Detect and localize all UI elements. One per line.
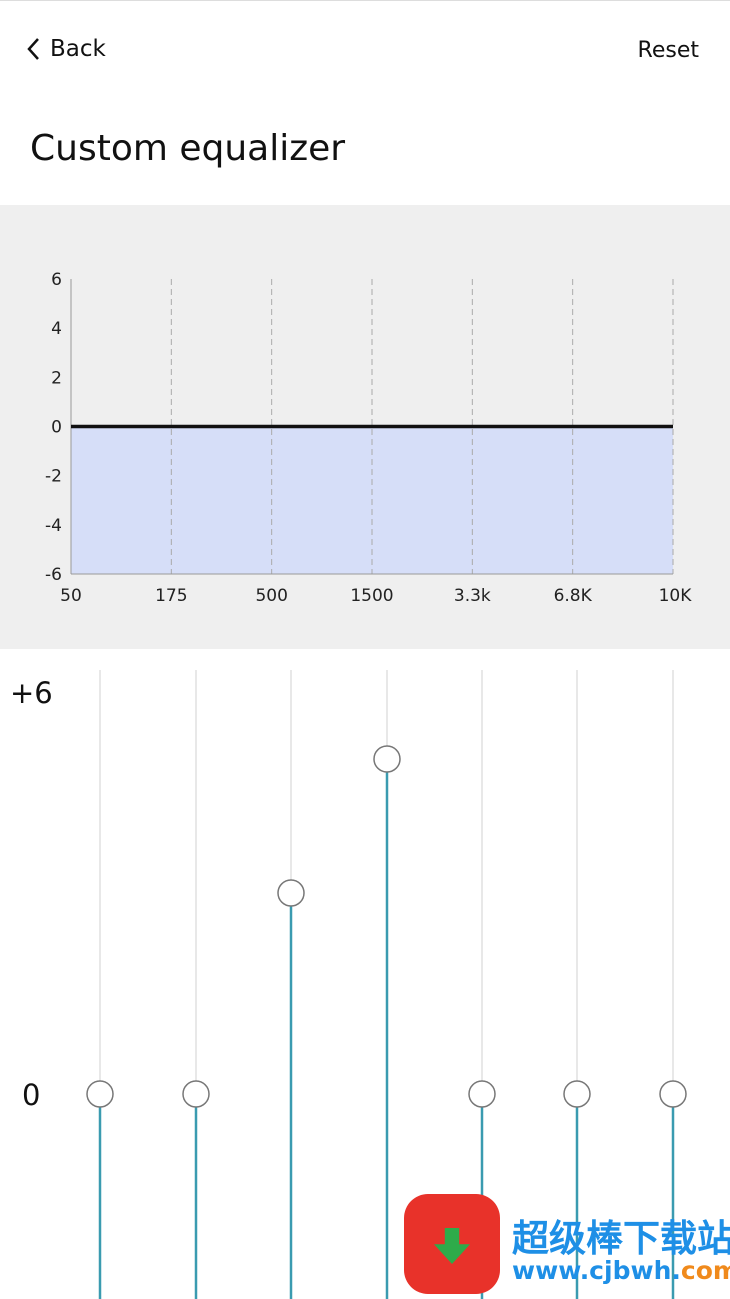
back-button[interactable]: Back — [26, 36, 106, 62]
max-label: +6 — [10, 676, 53, 710]
x-tick-label: 175 — [155, 586, 187, 606]
slider-handle[interactable] — [659, 1080, 687, 1108]
x-tick-label: 3.3k — [454, 586, 491, 606]
top-divider — [0, 0, 730, 1]
y-tick-label: 2 — [51, 368, 62, 388]
slider-handle[interactable] — [468, 1080, 496, 1108]
y-tick-label: 6 — [51, 270, 62, 290]
back-label: Back — [50, 36, 106, 62]
y-tick-label: -4 — [45, 516, 62, 536]
y-tick-label: -2 — [45, 467, 62, 487]
slider-handle[interactable] — [277, 879, 305, 907]
x-tick-label: 50 — [60, 586, 82, 606]
slider-handle[interactable] — [563, 1080, 591, 1108]
slider-handle[interactable] — [182, 1080, 210, 1108]
x-tick-label: 10K — [659, 586, 693, 606]
slider-handle[interactable] — [86, 1080, 114, 1108]
zero-label: 0 — [22, 1078, 41, 1112]
chevron-left-icon — [27, 38, 39, 60]
eq-chart-svg: 6 4 2 0 -2 -4 -650 175 500 1500 3.3k 6.8K 10K — [45, 270, 693, 606]
eq-chart: 6 4 2 0 -2 -4 -6 50 175 500 1500 3.3k 6.8K 10K — [0, 205, 730, 649]
x-tick-label: 500 — [255, 586, 287, 606]
watermark-logo: 超级棒下载站 www.cjbwh.com — [404, 1194, 730, 1299]
page-title: Custom equalizer — [30, 128, 346, 169]
reset-button[interactable]: Reset — [637, 38, 699, 63]
y-tick-label: 4 — [51, 319, 62, 339]
slider-svg — [86, 670, 687, 1299]
eq-sliders: +6 0 — [0, 650, 730, 1299]
watermark-icon — [404, 1194, 500, 1294]
y-tick-label: -6 — [45, 565, 62, 585]
x-tick-label: 1500 — [350, 586, 393, 606]
y-tick-label: 0 — [51, 418, 62, 438]
slider-handle[interactable] — [373, 745, 401, 773]
x-tick-label: 6.8K — [554, 586, 593, 606]
